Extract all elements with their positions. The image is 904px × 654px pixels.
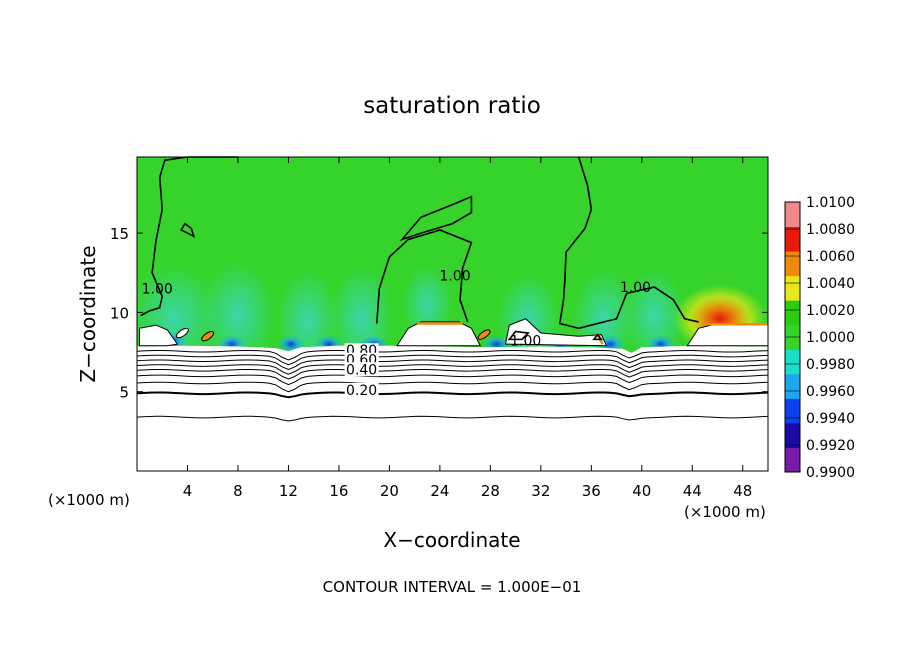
x-unit-right: (×1000 m) xyxy=(684,503,766,521)
cloud-lens xyxy=(477,329,491,340)
cloud-lens xyxy=(175,327,189,339)
colorbar-label: 1.0040 xyxy=(806,276,855,292)
y-axis-ticks: 5 10 15 xyxy=(110,225,768,402)
subsaturated-region xyxy=(137,345,768,471)
contour-label: 1.00 xyxy=(439,269,470,285)
colorbar-swatch xyxy=(785,202,800,228)
x-tick-label: 44 xyxy=(683,482,702,500)
contour-line-0.5 xyxy=(136,369,769,380)
x-tick-label: 32 xyxy=(531,482,550,500)
x-tick-label: 40 xyxy=(632,482,651,500)
contour-line-1.00 xyxy=(399,195,473,242)
x-tick-label: 12 xyxy=(279,482,298,500)
colorbar-swatch xyxy=(785,447,800,473)
contour-line-1.00 xyxy=(592,333,604,341)
y-tick-label: 5 xyxy=(119,384,129,402)
colorbar-swatch xyxy=(785,275,800,301)
colorbar-label: 1.0020 xyxy=(806,303,855,319)
colorbar-label: 0.9900 xyxy=(806,465,855,481)
colorbar-swatch xyxy=(785,373,800,399)
contour-line-0.6 xyxy=(136,364,769,375)
contour-line-0.4 xyxy=(136,374,769,386)
contour-line-0.9 xyxy=(136,349,769,361)
x-tick-label: 28 xyxy=(481,482,500,500)
x-tick-label: 8 xyxy=(233,482,243,500)
contour-label-bg xyxy=(344,362,379,377)
colorbar-label: 0.9980 xyxy=(806,357,855,373)
colorbar-swatch xyxy=(785,398,800,424)
colorbar-swatch xyxy=(785,349,800,375)
contour-label: 1.00 xyxy=(142,281,173,297)
colorbar-label: 0.9940 xyxy=(806,411,855,427)
x-tick-label: 36 xyxy=(582,482,601,500)
x-tick-label: 20 xyxy=(380,482,399,500)
x-tick-label: 48 xyxy=(733,482,752,500)
colorbar: 1.0100 1.0080 1.0060 1.0040 1.0020 1.0000 0.99… xyxy=(784,195,855,481)
y-tick-label: 10 xyxy=(110,304,129,322)
contour-label-bg xyxy=(344,382,379,397)
contour-line-0.7 xyxy=(136,359,769,371)
colorbar-label: 1.0100 xyxy=(806,195,855,211)
y-axis-label: Z−coordinate xyxy=(76,245,100,382)
x-axis-label: X−coordinate xyxy=(383,528,520,552)
cloud-lens xyxy=(201,330,215,342)
colorbar-label: 0.9960 xyxy=(806,384,855,400)
contour-line-1.00 xyxy=(507,330,530,341)
clear-mound xyxy=(139,324,179,347)
contour-label: 0.40 xyxy=(346,362,377,378)
contour-line-0.3 xyxy=(136,381,769,393)
colorbar-swatch xyxy=(785,251,800,277)
contour-line-1.00 xyxy=(140,156,238,317)
colorbar-label: 1.0080 xyxy=(806,222,855,238)
colorbar-label: 0.9920 xyxy=(806,438,855,454)
contour-line-1.00 xyxy=(180,222,196,238)
contour-label: 1.00 xyxy=(620,280,651,296)
x-tick-label: 16 xyxy=(329,482,348,500)
contour-line-0.2 xyxy=(136,391,769,399)
x-tick-label: 24 xyxy=(430,482,449,500)
colorbar-swatch xyxy=(785,226,800,252)
y-tick-label: 15 xyxy=(110,225,129,243)
contour-line-1.00 xyxy=(375,229,473,324)
colorbar-swatch xyxy=(785,422,800,448)
colorbar-label: 1.0060 xyxy=(806,249,855,265)
clear-mound xyxy=(396,321,482,347)
x-axis-ticks: 4 8 12 16 20 24 28 32 36 40 44 48 xyxy=(183,157,752,500)
contour-label: 0.20 xyxy=(346,383,377,399)
contour-line-0.1 xyxy=(136,415,769,422)
chart-title: saturation ratio xyxy=(363,93,541,119)
plot-area: 1.001.001.001.000.800.600.400.20 xyxy=(130,156,769,472)
x-unit-left: (×1000 m) xyxy=(48,491,130,509)
contour-line-1.00 xyxy=(558,156,699,330)
contour-interval-note: CONTOUR INTERVAL = 1.000E−01 xyxy=(323,578,582,596)
colorbar-swatch xyxy=(785,300,800,326)
x-tick-label: 4 xyxy=(183,482,193,500)
clear-mound xyxy=(504,318,608,347)
plot-frame xyxy=(136,156,769,472)
contour-line-0.8 xyxy=(136,354,769,366)
contour-label: 1.00 xyxy=(510,334,541,350)
colorbar-label: 1.0000 xyxy=(806,330,855,346)
